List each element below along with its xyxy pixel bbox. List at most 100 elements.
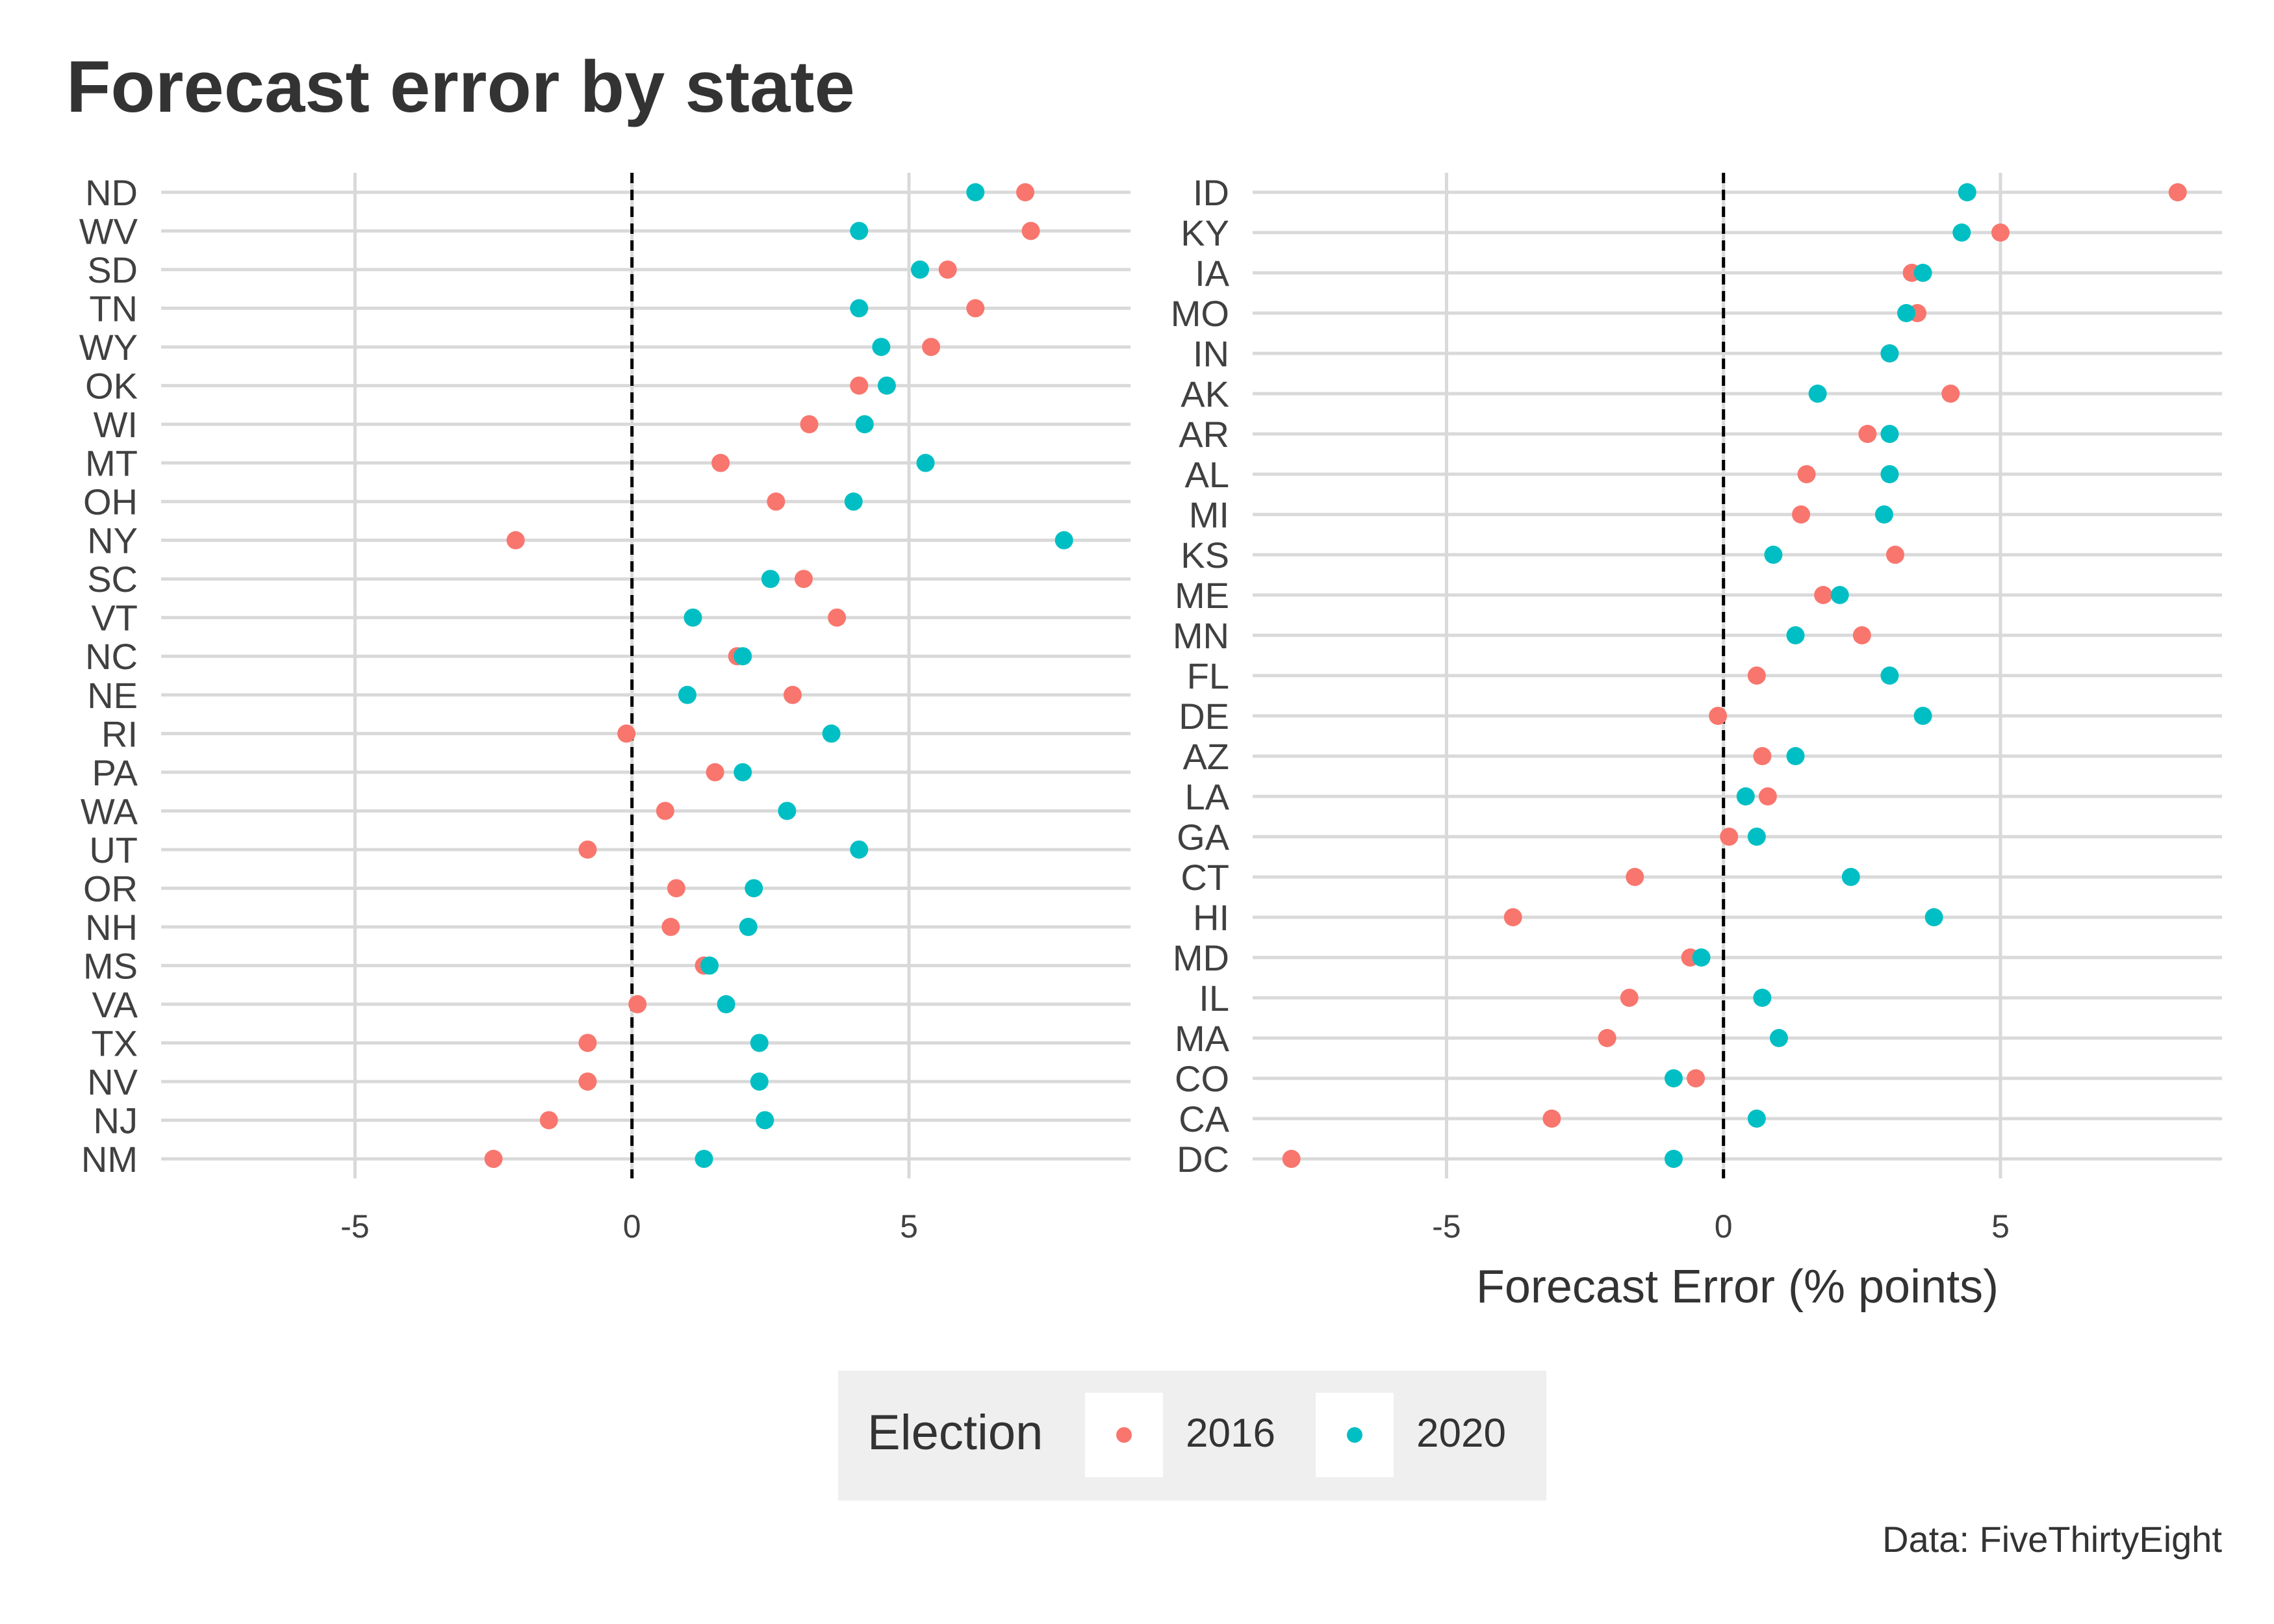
point-2020-tn [850,299,869,318]
point-2016-wi [800,415,819,434]
state-label-va: VA [92,984,138,1025]
point-2020-ar [1880,425,1899,443]
state-label-mt: MT [85,443,138,484]
point-2016-mt [711,453,730,472]
point-2016-wv [1021,222,1040,240]
point-2020-nh [739,917,758,936]
point-2016-vt [828,608,847,627]
point-2020-co [1664,1069,1683,1087]
x-tick-label: 5 [900,1208,918,1245]
point-2016-nd [1016,183,1035,201]
point-2020-il [1753,989,1772,1007]
point-2016-ri [617,724,636,743]
state-label-de: DE [1179,696,1229,737]
point-2016-ky [1991,223,2010,242]
point-2016-hi [1503,908,1522,926]
point-2016-ut [578,840,597,859]
point-2020-ut [850,840,869,859]
state-label-ky: KY [1181,212,1229,253]
legend-label-2016: 2016 [1186,1411,1275,1456]
point-2020-oh [844,492,863,511]
legend-dot-2016 [1116,1427,1132,1443]
point-2020-ct [1841,868,1860,886]
state-label-ok: OK [85,366,138,407]
point-2016-ga [1720,828,1739,846]
state-label-wy: WY [79,327,138,368]
state-label-ms: MS [83,945,138,986]
point-2020-de [1913,707,1932,725]
point-2016-nm [484,1150,503,1168]
point-2016-de [1709,707,1728,725]
state-label-ny: NY [87,520,138,561]
point-2016-tn [966,299,985,318]
point-2016-ak [1941,385,1960,403]
point-2020-ok [877,376,896,395]
point-2020-ny [1054,531,1073,550]
state-label-mo: MO [1171,293,1229,334]
point-2020-fl [1880,666,1899,685]
point-2016-oh [767,492,786,511]
state-label-md: MD [1173,937,1229,978]
state-label-co: CO [1175,1058,1229,1099]
point-2020-ia [1913,264,1932,282]
point-2016-ks [1885,546,1904,564]
state-label-me: ME [1175,575,1229,616]
point-2020-ks [1764,546,1783,564]
state-label-ct: CT [1181,857,1229,898]
state-label-dc: DC [1177,1139,1229,1180]
point-2020-dc [1664,1150,1683,1168]
x-tick-label: 5 [1991,1208,2010,1245]
point-2016-ma [1598,1029,1616,1047]
state-label-in: IN [1193,333,1229,374]
state-label-sd: SD [87,249,138,290]
point-2020-nj [756,1111,774,1130]
x-tick-label: 0 [623,1208,641,1245]
point-2020-mt [916,453,935,472]
point-2020-ak [1808,385,1827,403]
point-2020-ri [822,724,841,743]
point-2020-va [717,995,735,1013]
point-2016-ny [506,531,525,550]
point-2016-mn [1852,626,1871,644]
state-label-ak: AK [1181,374,1229,414]
point-2016-or [667,879,685,898]
state-label-ca: CA [1179,1098,1229,1139]
caption: Data: FiveThirtyEight [1882,1519,2222,1560]
point-2016-fl [1747,666,1766,685]
state-label-la: LA [1185,776,1230,817]
state-label-ar: AR [1179,414,1229,455]
point-2020-tx [750,1034,769,1052]
state-label-nc: NC [85,636,138,677]
point-2016-la [1758,787,1777,806]
x-axis-title: Forecast Error (% points) [1476,1261,1999,1313]
point-2016-ct [1626,868,1644,886]
point-2016-ca [1542,1110,1561,1128]
legend-dot-2020 [1347,1427,1362,1443]
state-label-mn: MN [1173,615,1229,656]
point-2020-sc [761,570,780,589]
state-label-az: AZ [1182,736,1229,777]
state-label-nh: NH [85,907,138,948]
legend-key-2020 [1316,1393,1394,1477]
state-label-tx: TX [91,1022,138,1063]
x-tick-label: 0 [1715,1208,1733,1245]
point-2020-la [1736,787,1755,806]
point-2020-mn [1786,626,1805,644]
state-label-tn: TN [89,288,138,329]
state-label-al: AL [1185,454,1230,495]
point-2020-nm [695,1150,713,1168]
point-2020-nv [750,1072,769,1091]
panel-2: IDKYIAMOINAKARALMIKSMEMNFLDEAZLAGACTHIMD… [1171,172,2222,1313]
state-label-nm: NM [81,1139,138,1180]
point-2020-wv [850,222,869,240]
point-2016-nv [578,1072,597,1091]
point-2016-va [628,995,647,1013]
state-label-wi: WI [94,404,138,445]
point-2020-pa [734,763,752,781]
state-label-wv: WV [79,211,138,252]
state-label-wa: WA [81,791,138,831]
point-2016-dc [1282,1150,1301,1168]
point-2016-tx [578,1034,597,1052]
point-2020-mi [1874,505,1893,524]
point-2016-nh [661,917,680,936]
